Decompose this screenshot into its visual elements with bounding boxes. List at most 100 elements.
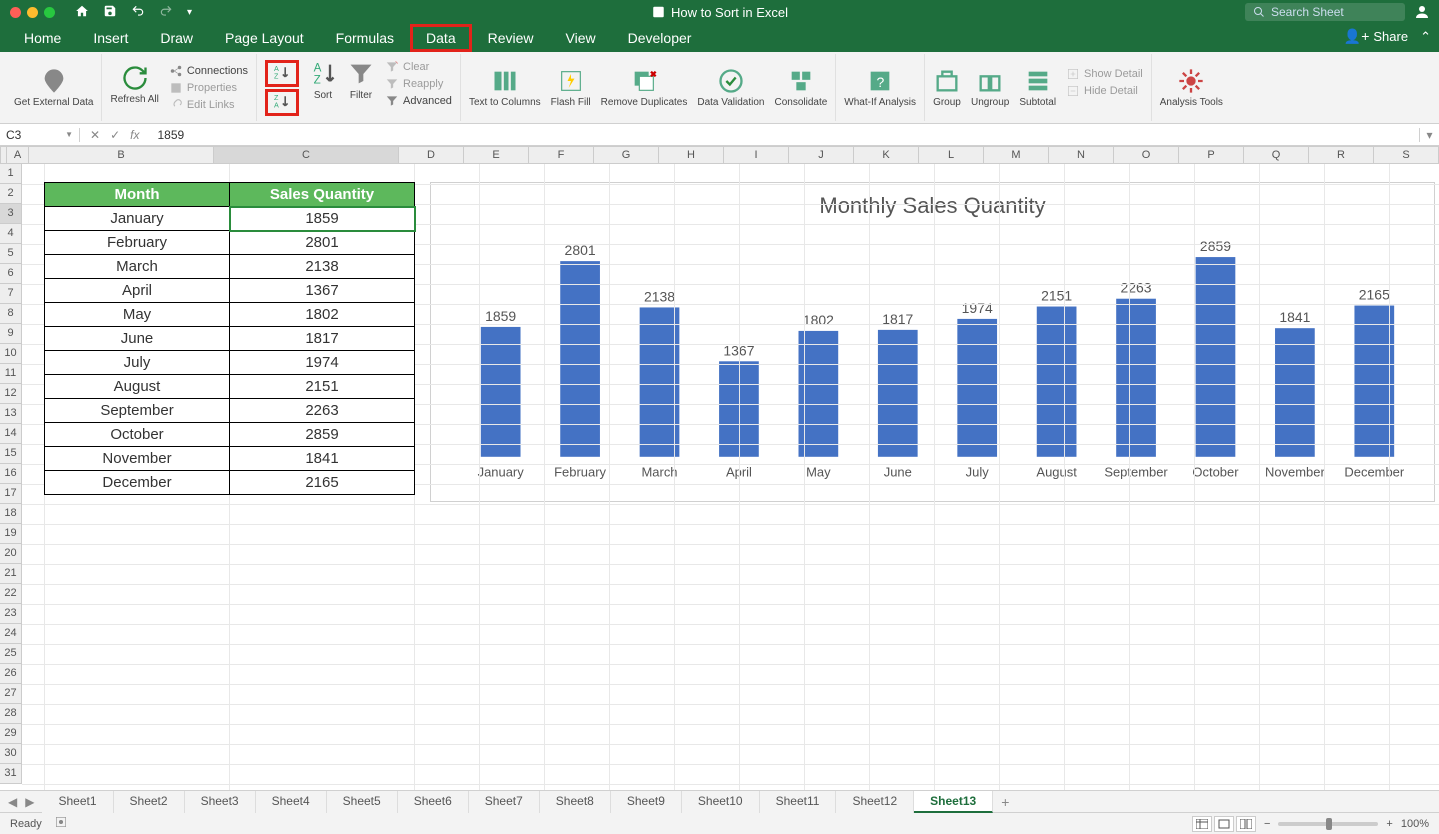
chart-bar[interactable] — [878, 330, 918, 457]
zoom-out-button[interactable]: − — [1264, 818, 1270, 830]
table-cell[interactable]: November — [45, 447, 230, 471]
table-cell[interactable]: September — [45, 399, 230, 423]
row-header-24[interactable]: 24 — [0, 624, 22, 644]
column-header-R[interactable]: R — [1309, 146, 1374, 164]
select-all-corner[interactable] — [0, 146, 7, 164]
formula-bar-expand-icon[interactable]: ▾ — [1419, 128, 1439, 142]
row-header-6[interactable]: 6 — [0, 264, 22, 284]
chart-bar[interactable] — [1196, 257, 1236, 457]
share-button[interactable]: 👤+ Share ⌃ — [1344, 28, 1431, 45]
table-cell[interactable]: 1817 — [230, 327, 415, 351]
table-cell[interactable]: July — [45, 351, 230, 375]
consolidate-button[interactable]: Consolidate — [774, 67, 827, 108]
table-cell[interactable]: April — [45, 279, 230, 303]
advanced-button[interactable]: Advanced — [385, 94, 452, 108]
row-header-16[interactable]: 16 — [0, 464, 22, 484]
row-header-20[interactable]: 20 — [0, 544, 22, 564]
table-header[interactable]: Sales Quantity — [230, 183, 415, 207]
tab-formulas[interactable]: Formulas — [320, 24, 410, 52]
row-header-25[interactable]: 25 — [0, 644, 22, 664]
flash-fill-button[interactable]: Flash Fill — [551, 67, 591, 108]
sort-ascending-button[interactable]: AZ — [265, 60, 299, 87]
column-header-J[interactable]: J — [789, 146, 854, 164]
cells-area[interactable]: Monthly Sales Quantity 1859January2801Fe… — [22, 164, 1439, 790]
table-cell[interactable]: 2801 — [230, 231, 415, 255]
subtotal-button[interactable]: Subtotal — [1019, 67, 1056, 108]
filter-button[interactable]: Filter — [347, 60, 375, 101]
clear-button[interactable]: Clear — [385, 60, 452, 74]
table-cell[interactable]: 1367 — [230, 279, 415, 303]
chart-bar[interactable] — [560, 261, 600, 457]
sales-data-table[interactable]: MonthSales QuantityJanuary1859February28… — [44, 182, 415, 495]
tab-home[interactable]: Home — [8, 24, 77, 52]
table-cell[interactable]: 1802 — [230, 303, 415, 327]
table-cell[interactable]: 1974 — [230, 351, 415, 375]
fx-icon[interactable]: fx — [130, 128, 139, 142]
column-header-G[interactable]: G — [594, 146, 659, 164]
show-detail-button[interactable]: Show Detail — [1066, 67, 1143, 81]
column-header-L[interactable]: L — [919, 146, 984, 164]
add-sheet-button[interactable]: + — [993, 794, 1017, 810]
row-header-26[interactable]: 26 — [0, 664, 22, 684]
page-break-view-button[interactable] — [1236, 816, 1256, 832]
normal-view-button[interactable] — [1192, 816, 1212, 832]
table-cell[interactable]: 1841 — [230, 447, 415, 471]
column-header-F[interactable]: F — [529, 146, 594, 164]
column-header-C[interactable]: C — [214, 146, 399, 164]
chart-bar[interactable] — [1116, 299, 1156, 457]
save-icon[interactable] — [103, 4, 117, 21]
name-box-dropdown-icon[interactable]: ▼ — [65, 130, 73, 139]
maximize-window-button[interactable] — [44, 7, 55, 18]
table-cell[interactable]: 2138 — [230, 255, 415, 279]
row-header-14[interactable]: 14 — [0, 424, 22, 444]
column-header-I[interactable]: I — [724, 146, 789, 164]
formula-input[interactable]: 1859 — [149, 128, 1419, 142]
tab-draw[interactable]: Draw — [144, 24, 209, 52]
reapply-button[interactable]: Reapply — [385, 77, 452, 91]
data-validation-button[interactable]: Data Validation — [697, 67, 764, 108]
refresh-all-button[interactable]: Refresh All — [110, 64, 158, 105]
table-cell[interactable]: 2263 — [230, 399, 415, 423]
chart-bar[interactable] — [957, 319, 997, 457]
remove-duplicates-button[interactable]: Remove Duplicates — [601, 67, 688, 108]
zoom-level[interactable]: 100% — [1401, 818, 1429, 830]
row-header-28[interactable]: 28 — [0, 704, 22, 724]
column-header-K[interactable]: K — [854, 146, 919, 164]
user-icon[interactable] — [1413, 3, 1431, 21]
column-header-D[interactable]: D — [399, 146, 464, 164]
table-cell[interactable]: 2165 — [230, 471, 415, 495]
edit-links-button[interactable]: Edit Links — [169, 98, 248, 112]
tab-review[interactable]: Review — [472, 24, 550, 52]
row-header-27[interactable]: 27 — [0, 684, 22, 704]
table-cell[interactable]: December — [45, 471, 230, 495]
row-header-31[interactable]: 31 — [0, 764, 22, 784]
row-header-11[interactable]: 11 — [0, 364, 22, 384]
chart-bar[interactable] — [1037, 307, 1077, 457]
column-header-B[interactable]: B — [29, 146, 214, 164]
page-layout-view-button[interactable] — [1214, 816, 1234, 832]
qat-dropdown-icon[interactable]: ▾ — [187, 7, 192, 18]
row-header-17[interactable]: 17 — [0, 484, 22, 504]
table-cell[interactable]: February — [45, 231, 230, 255]
ungroup-button[interactable]: Ungroup — [971, 67, 1009, 108]
table-cell[interactable]: 1859 — [230, 207, 415, 231]
table-header[interactable]: Month — [45, 183, 230, 207]
row-header-21[interactable]: 21 — [0, 564, 22, 584]
name-box[interactable]: C3 ▼ — [0, 128, 80, 142]
tab-view[interactable]: View — [550, 24, 612, 52]
row-header-10[interactable]: 10 — [0, 344, 22, 364]
table-cell[interactable]: 2859 — [230, 423, 415, 447]
text-to-columns-button[interactable]: Text to Columns — [469, 67, 541, 108]
row-header-4[interactable]: 4 — [0, 224, 22, 244]
redo-icon[interactable] — [159, 4, 173, 21]
group-button[interactable]: Group — [933, 67, 961, 108]
row-header-8[interactable]: 8 — [0, 304, 22, 324]
analysis-tools-button[interactable]: Analysis Tools — [1160, 67, 1223, 108]
monthly-sales-chart[interactable]: Monthly Sales Quantity 1859January2801Fe… — [430, 182, 1435, 502]
sort-button[interactable]: AZ Sort — [309, 60, 337, 101]
home-icon[interactable] — [75, 4, 89, 21]
table-cell[interactable]: 2151 — [230, 375, 415, 399]
chart-bar[interactable] — [481, 327, 521, 457]
row-header-19[interactable]: 19 — [0, 524, 22, 544]
sheet-nav-prev-icon[interactable]: ◀ — [8, 795, 17, 809]
